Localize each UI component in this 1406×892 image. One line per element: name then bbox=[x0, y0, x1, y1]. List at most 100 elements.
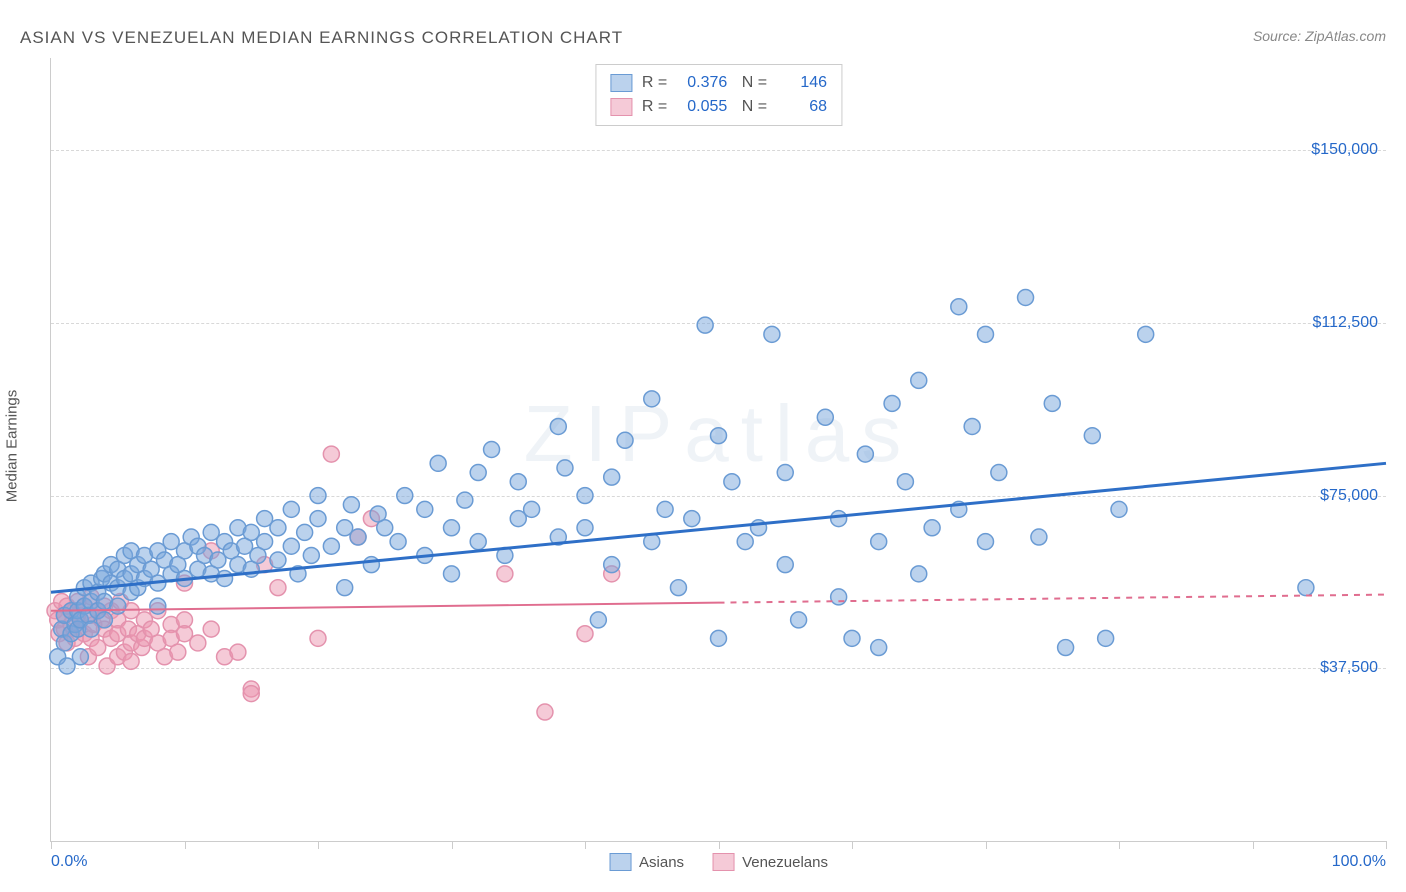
data-point bbox=[297, 524, 313, 540]
legend-item-venezuelans: Venezuelans bbox=[712, 853, 828, 871]
data-point bbox=[884, 395, 900, 411]
x-tick bbox=[318, 841, 319, 849]
x-tick bbox=[986, 841, 987, 849]
data-point bbox=[577, 626, 593, 642]
data-point bbox=[657, 501, 673, 517]
data-point bbox=[978, 326, 994, 342]
data-point bbox=[617, 432, 633, 448]
data-point bbox=[844, 630, 860, 646]
data-point bbox=[857, 446, 873, 462]
data-point bbox=[697, 317, 713, 333]
data-point bbox=[110, 598, 126, 614]
x-tick bbox=[452, 841, 453, 849]
data-point bbox=[323, 446, 339, 462]
data-point bbox=[1138, 326, 1154, 342]
x-tick bbox=[51, 841, 52, 849]
data-point bbox=[343, 497, 359, 513]
data-point bbox=[871, 534, 887, 550]
data-point bbox=[72, 649, 88, 665]
swatch-venezuelans bbox=[610, 98, 632, 116]
data-point bbox=[497, 566, 513, 582]
data-point bbox=[550, 418, 566, 434]
x-axis-min-label: 0.0% bbox=[51, 853, 87, 871]
data-point bbox=[470, 534, 486, 550]
data-point bbox=[684, 511, 700, 527]
data-point bbox=[310, 511, 326, 527]
data-point bbox=[777, 465, 793, 481]
data-point bbox=[604, 557, 620, 573]
data-point bbox=[524, 501, 540, 517]
data-point bbox=[724, 474, 740, 490]
data-point bbox=[1044, 395, 1060, 411]
swatch-venezuelans-icon bbox=[712, 853, 734, 871]
data-point bbox=[444, 566, 460, 582]
data-point bbox=[737, 534, 753, 550]
data-point bbox=[831, 589, 847, 605]
x-tick bbox=[1386, 841, 1387, 849]
legend-row-venezuelans: R =0.055 N =68 bbox=[610, 95, 827, 119]
x-axis-max-label: 100.0% bbox=[1332, 853, 1386, 871]
data-point bbox=[924, 520, 940, 536]
data-point bbox=[96, 612, 112, 628]
data-point bbox=[557, 460, 573, 476]
scatter-svg bbox=[51, 58, 1386, 841]
data-point bbox=[831, 511, 847, 527]
swatch-asians bbox=[610, 74, 632, 92]
data-point bbox=[283, 538, 299, 554]
x-tick bbox=[852, 841, 853, 849]
data-point bbox=[951, 299, 967, 315]
data-point bbox=[817, 409, 833, 425]
data-point bbox=[1084, 428, 1100, 444]
data-point bbox=[577, 520, 593, 536]
data-point bbox=[590, 612, 606, 628]
correlation-legend: R =0.376 N =146 R =0.055 N =68 bbox=[595, 64, 842, 126]
x-tick bbox=[719, 841, 720, 849]
data-point bbox=[711, 630, 727, 646]
data-point bbox=[764, 326, 780, 342]
plot-area: ZIPatlas $37,500$75,000$112,500$150,000 … bbox=[50, 58, 1386, 842]
data-point bbox=[230, 644, 246, 660]
data-point bbox=[310, 630, 326, 646]
data-point bbox=[363, 557, 379, 573]
data-point bbox=[911, 566, 927, 582]
data-point bbox=[991, 465, 1007, 481]
x-tick bbox=[1253, 841, 1254, 849]
data-point bbox=[1031, 529, 1047, 545]
data-point bbox=[871, 640, 887, 656]
series-legend: Asians Venezuelans bbox=[609, 853, 828, 871]
data-point bbox=[577, 488, 593, 504]
data-point bbox=[257, 534, 273, 550]
source-label: Source: ZipAtlas.com bbox=[1253, 28, 1386, 44]
data-point bbox=[484, 442, 500, 458]
data-point bbox=[670, 580, 686, 596]
data-point bbox=[323, 538, 339, 554]
trend-line bbox=[719, 595, 1387, 603]
chart-title: ASIAN VS VENEZUELAN MEDIAN EARNINGS CORR… bbox=[20, 28, 623, 48]
data-point bbox=[1058, 640, 1074, 656]
data-point bbox=[1018, 290, 1034, 306]
data-point bbox=[964, 418, 980, 434]
data-point bbox=[377, 520, 393, 536]
data-point bbox=[170, 644, 186, 660]
swatch-asians-icon bbox=[609, 853, 631, 871]
data-point bbox=[270, 552, 286, 568]
legend-label-asians: Asians bbox=[639, 854, 684, 871]
data-point bbox=[203, 621, 219, 637]
legend-label-venezuelans: Venezuelans bbox=[742, 854, 828, 871]
data-point bbox=[791, 612, 807, 628]
legend-item-asians: Asians bbox=[609, 853, 684, 871]
data-point bbox=[270, 520, 286, 536]
data-point bbox=[1098, 630, 1114, 646]
data-point bbox=[644, 391, 660, 407]
data-point bbox=[1298, 580, 1314, 596]
data-point bbox=[470, 465, 486, 481]
data-point bbox=[897, 474, 913, 490]
x-tick bbox=[1119, 841, 1120, 849]
data-point bbox=[978, 534, 994, 550]
data-point bbox=[283, 501, 299, 517]
data-point bbox=[510, 474, 526, 490]
data-point bbox=[444, 520, 460, 536]
data-point bbox=[390, 534, 406, 550]
data-point bbox=[711, 428, 727, 444]
data-point bbox=[303, 547, 319, 563]
